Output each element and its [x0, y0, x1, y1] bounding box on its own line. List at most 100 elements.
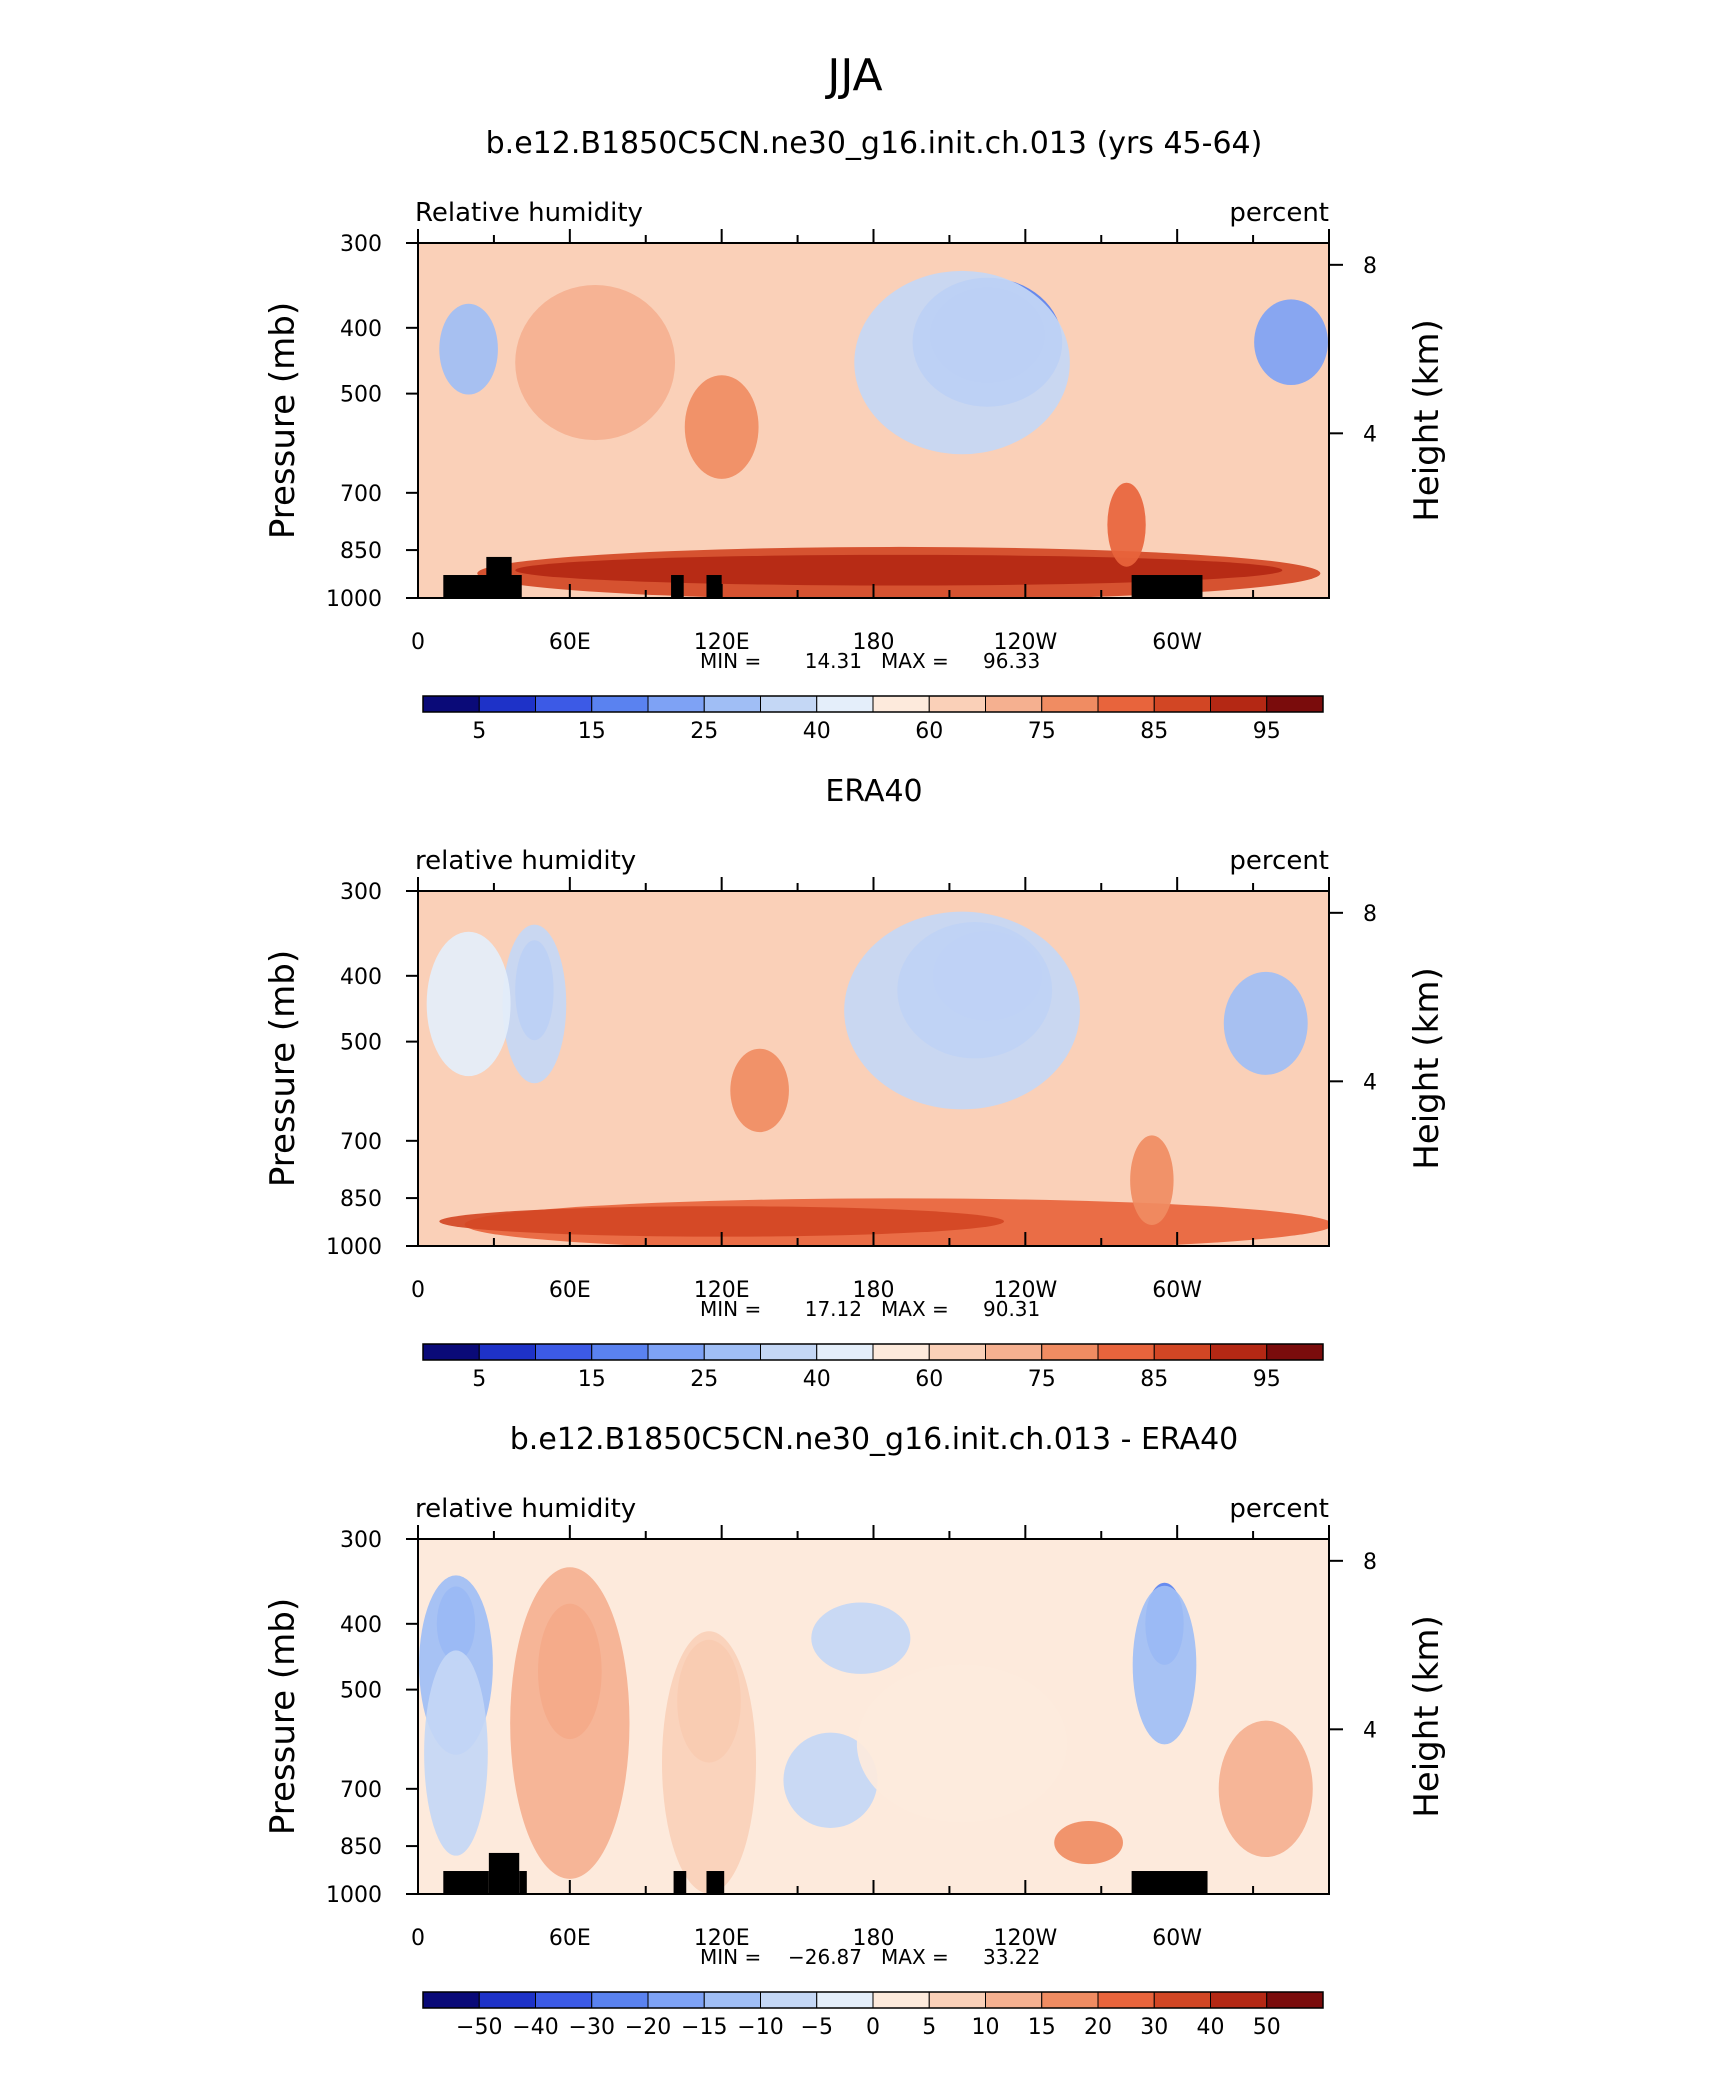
colorbar-box — [760, 1343, 818, 1361]
colorbar-box — [478, 1991, 536, 2009]
colorbar-box — [1266, 1991, 1324, 2009]
y-tick-label: 1000 — [326, 1883, 382, 1908]
x-tick-label: 120E — [694, 1278, 750, 1303]
colorbar-label: 40 — [803, 1367, 831, 1392]
colorbar-label: 5 — [472, 1367, 486, 1392]
orography-mask — [706, 575, 722, 598]
colorbar-box — [760, 1991, 818, 2009]
y-axis-title-right: Height (km) — [1407, 319, 1447, 522]
y-tick-label: 300 — [340, 232, 382, 257]
colorbar-box — [928, 1343, 986, 1361]
x-tick-label: 180 — [853, 630, 895, 655]
y-tick-label: 500 — [340, 383, 382, 408]
contour-field — [418, 243, 1329, 598]
y-tick-label: 500 — [340, 1031, 382, 1056]
contour-region — [1223, 971, 1308, 1075]
contour-region — [730, 1048, 789, 1133]
colorbar-label: 60 — [915, 1367, 943, 1392]
colorbar-box — [1153, 1991, 1211, 2009]
figure-title: JJA — [824, 50, 882, 101]
colorbar-box — [591, 695, 649, 713]
colorbar-box — [1153, 695, 1211, 713]
y-tick-label: 400 — [340, 317, 382, 342]
y-tick-label: 300 — [340, 880, 382, 905]
colorbar-box — [928, 695, 986, 713]
contour-region — [811, 1602, 911, 1674]
units-label: percent — [1229, 198, 1329, 228]
x-tick-label: 60W — [1152, 630, 1202, 655]
max-value: 96.33 — [983, 649, 1040, 673]
colorbar-box — [535, 695, 593, 713]
contour-region — [1254, 299, 1328, 386]
colorbar-label: 40 — [1197, 2015, 1225, 2040]
y-axis-title: Pressure (mb) — [263, 950, 303, 1187]
colorbar-label: 25 — [690, 1367, 718, 1392]
contour-region — [510, 1567, 630, 1879]
contour-region — [1107, 482, 1146, 567]
y-tick-label: 850 — [340, 539, 382, 564]
orography-mask — [1131, 1871, 1208, 1894]
contour-field — [418, 891, 1329, 1246]
orography-mask — [504, 575, 522, 598]
x-tick-label: 120W — [993, 1278, 1057, 1303]
y-tick-label: 700 — [340, 482, 382, 507]
colorbar-label: 60 — [915, 719, 943, 744]
field-label: relative humidity — [415, 846, 636, 876]
y-right-tick-label: 8 — [1363, 254, 1377, 279]
colorbar-box — [591, 1991, 649, 2009]
max-label: MAX = — [881, 649, 949, 673]
y-tick-label: 850 — [340, 1187, 382, 1212]
colorbar-label: −5 — [801, 2015, 833, 2040]
orography-mask — [706, 1871, 725, 1894]
contour-region — [856, 1664, 1068, 1823]
contour-region — [1218, 1720, 1313, 1858]
colorbar-box — [1266, 1343, 1324, 1361]
colorbar-label: 15 — [578, 1367, 606, 1392]
colorbar-label: 30 — [1140, 2015, 1168, 2040]
panel-title: b.e12.B1850C5CN.ne30_g16.init.ch.013 (yr… — [486, 126, 1263, 161]
y-axis-title: Pressure (mb) — [263, 1598, 303, 1835]
colorbar-label: 10 — [972, 2015, 1000, 2040]
colorbar-label: −10 — [737, 2015, 783, 2040]
colorbar-box — [478, 1343, 536, 1361]
x-tick-label: 180 — [853, 1278, 895, 1303]
y-right-tick-label: 4 — [1363, 1718, 1377, 1743]
contour-region — [661, 1631, 757, 1894]
colorbar-box — [985, 1343, 1043, 1361]
colorbar-label: −20 — [625, 2015, 671, 2040]
x-tick-label: 0 — [411, 630, 425, 655]
min-label: MIN = — [700, 1945, 761, 1969]
colorbar-box — [872, 1343, 930, 1361]
orography-mask — [519, 1871, 527, 1894]
max-label: MAX = — [881, 1297, 949, 1321]
orography-mask — [1131, 575, 1203, 598]
y-axis-title: Pressure (mb) — [263, 302, 303, 539]
colorbar-box — [647, 1991, 705, 2009]
colorbar-label: 15 — [578, 719, 606, 744]
y-tick-label: 400 — [340, 1613, 382, 1638]
max-value: 90.31 — [983, 1297, 1040, 1321]
contour-region — [426, 931, 511, 1077]
colorbar-box — [1041, 1343, 1099, 1361]
panel-title: b.e12.B1850C5CN.ne30_g16.init.ch.013 - E… — [510, 1422, 1239, 1457]
contour-field — [418, 1539, 1329, 1894]
contour-region — [439, 303, 498, 395]
colorbar-box — [1041, 695, 1099, 713]
contour-region — [439, 1206, 1005, 1237]
y-tick-label: 400 — [340, 965, 382, 990]
min-label: MIN = — [700, 649, 761, 673]
colorbar-box — [1210, 1991, 1268, 2009]
min-value: −26.87 — [788, 1945, 862, 1969]
colorbar-frame — [422, 695, 1324, 713]
contour-region — [1054, 1821, 1123, 1865]
orography-mask — [671, 575, 684, 598]
field-label: relative humidity — [415, 1494, 636, 1524]
colorbar-box — [591, 1343, 649, 1361]
contour-region — [783, 1732, 878, 1828]
colorbar-box — [703, 1343, 761, 1361]
colorbar-box — [1210, 695, 1268, 713]
x-tick-label: 0 — [411, 1926, 425, 1951]
contour-region — [1132, 1585, 1197, 1745]
panel-title: ERA40 — [825, 774, 922, 809]
